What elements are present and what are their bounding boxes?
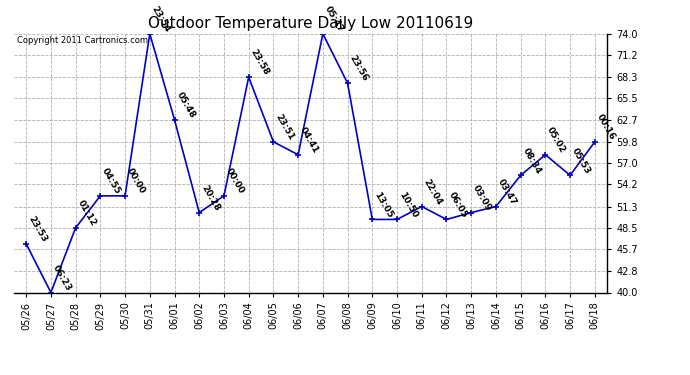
Text: 05:48: 05:48: [175, 90, 197, 120]
Text: 00:00: 00:00: [125, 167, 147, 196]
Text: 10:50: 10:50: [397, 190, 419, 219]
Text: 04:55: 04:55: [100, 166, 122, 196]
Text: 04:41: 04:41: [298, 125, 320, 155]
Title: Outdoor Temperature Daily Low 20110619: Outdoor Temperature Daily Low 20110619: [148, 16, 473, 31]
Text: 06:23: 06:23: [51, 263, 73, 292]
Text: 00:00: 00:00: [224, 167, 246, 196]
Text: 23:51: 23:51: [273, 112, 295, 142]
Text: 22:04: 22:04: [422, 177, 444, 207]
Text: 23:54: 23:54: [150, 4, 172, 34]
Text: 23:58: 23:58: [248, 48, 270, 77]
Text: 03:09: 03:09: [471, 183, 493, 213]
Text: 05:47: 05:47: [323, 4, 345, 34]
Text: 13:05: 13:05: [373, 190, 395, 219]
Text: 23:53: 23:53: [26, 214, 48, 244]
Text: 23:56: 23:56: [348, 54, 370, 83]
Text: 06:05: 06:05: [446, 190, 469, 219]
Text: 05:02: 05:02: [545, 126, 567, 155]
Text: 20:28: 20:28: [199, 183, 221, 213]
Text: 05:53: 05:53: [570, 146, 592, 175]
Text: 03:47: 03:47: [496, 177, 518, 207]
Text: 01:12: 01:12: [76, 199, 98, 228]
Text: 08:34: 08:34: [521, 146, 543, 175]
Text: Copyright 2011 Cartronics.com: Copyright 2011 Cartronics.com: [17, 36, 148, 45]
Text: 00:16: 00:16: [595, 113, 617, 142]
